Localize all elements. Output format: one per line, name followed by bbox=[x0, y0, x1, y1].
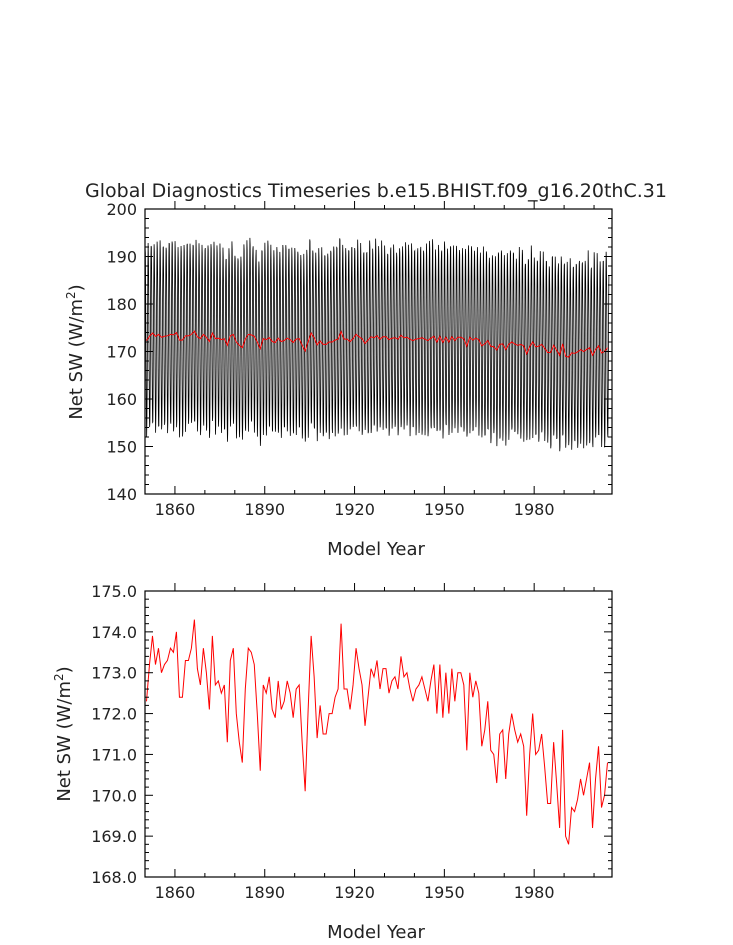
bottom-y-tick-label: 172.0 bbox=[91, 705, 137, 724]
top-y-axis-label: Net SW (W/m2) bbox=[64, 284, 87, 419]
top-y-tick-label: 200 bbox=[106, 200, 137, 219]
chart-title: Global Diagnostics Timeseries b.e15.BHIS… bbox=[85, 180, 667, 202]
bottom-y-tick-label: 171.0 bbox=[91, 745, 137, 764]
bottom-x-tick-label: 1860 bbox=[155, 883, 196, 902]
top-y-axis-label-close: ) bbox=[66, 284, 87, 291]
top-x-tick-label: 1980 bbox=[514, 500, 555, 519]
bottom-y-tick-label: 174.0 bbox=[91, 623, 137, 642]
top-monthly-line bbox=[144, 237, 610, 452]
bottom-x-tick-label: 1920 bbox=[334, 883, 375, 902]
top-plot-area bbox=[144, 237, 610, 452]
bottom-y-tick-label: 170.0 bbox=[91, 786, 137, 805]
bottom-x-tick-label: 1980 bbox=[514, 883, 555, 902]
top-annual-mean-line bbox=[146, 330, 608, 358]
top-y-tick-label: 180 bbox=[106, 295, 137, 314]
top-y-tick-label: 160 bbox=[106, 390, 137, 409]
top-y-axis-label-main: Net SW (W/m bbox=[66, 299, 87, 420]
bottom-y-axis-label-close: ) bbox=[54, 666, 75, 673]
bottom-axes: 1860 1890 1920 1950 1980 168.0 169.0 170.0 171.0… bbox=[91, 582, 612, 902]
bottom-x-tick-label: 1950 bbox=[424, 883, 465, 902]
bottom-plot-area bbox=[146, 619, 609, 845]
top-y-tick-label: 150 bbox=[106, 438, 137, 457]
top-y-tick-label: 170 bbox=[106, 343, 137, 362]
top-y-tick-label: 190 bbox=[106, 248, 137, 267]
top-y-tick-label: 140 bbox=[106, 485, 137, 504]
bottom-plot-frame bbox=[144, 590, 613, 878]
bottom-panel: 1860 1890 1920 1950 1980 168.0 169.0 170.0 171.0… bbox=[52, 582, 613, 943]
bottom-x-tick-label: 1890 bbox=[244, 883, 285, 902]
top-x-axis-label: Model Year bbox=[327, 539, 425, 560]
top-y-axis-label-sup: 2 bbox=[64, 291, 78, 299]
top-x-tick-label: 1950 bbox=[424, 500, 465, 519]
bottom-y-tick-label: 173.0 bbox=[91, 664, 137, 683]
top-x-tick-label: 1920 bbox=[334, 500, 375, 519]
top-axes: 1860 1890 1920 1950 1980 140 150 160 170 180 190 20… bbox=[106, 200, 612, 519]
top-panel: Global Diagnostics Timeseries b.e15.BHIS… bbox=[64, 180, 667, 560]
bottom-x-axis-label: Model Year bbox=[327, 922, 425, 943]
bottom-y-axis-label-sup: 2 bbox=[52, 673, 66, 681]
bottom-y-axis-label: Net SW (W/m2) bbox=[52, 666, 75, 801]
top-x-tick-label: 1860 bbox=[155, 500, 196, 519]
bottom-y-axis-label-main: Net SW (W/m bbox=[54, 681, 75, 802]
top-x-tick-label: 1890 bbox=[244, 500, 285, 519]
bottom-y-tick-label: 169.0 bbox=[91, 827, 137, 846]
bottom-y-tick-label: 175.0 bbox=[91, 582, 137, 601]
bottom-annual-mean-line bbox=[146, 619, 609, 845]
bottom-y-tick-label: 168.0 bbox=[91, 868, 137, 887]
